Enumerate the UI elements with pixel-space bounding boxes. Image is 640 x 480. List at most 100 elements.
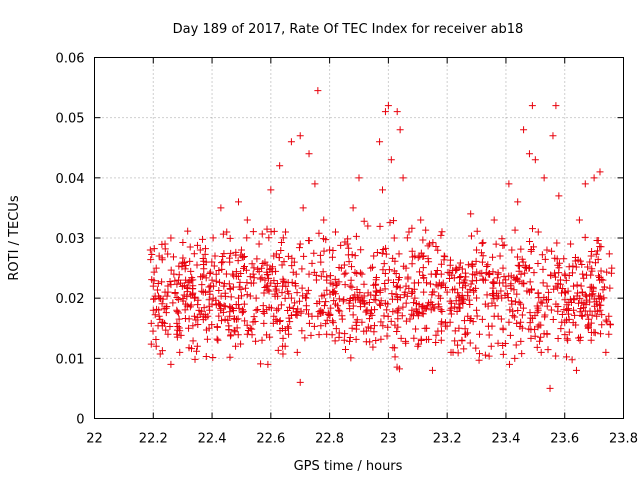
y-tick-label: 0.05 <box>56 112 85 127</box>
data-point <box>267 265 275 273</box>
data-point <box>478 258 486 266</box>
data-point <box>260 289 268 297</box>
data-point <box>534 259 542 267</box>
data-point <box>572 366 580 374</box>
data-point <box>311 180 319 188</box>
data-point <box>483 263 491 271</box>
data-point <box>477 249 485 257</box>
data-point <box>198 281 206 289</box>
data-point <box>278 261 286 269</box>
data-point <box>520 126 528 134</box>
data-point <box>589 285 597 293</box>
data-point <box>317 258 325 266</box>
data-point <box>327 304 335 312</box>
data-point <box>478 315 486 323</box>
data-point <box>381 269 389 277</box>
data-point <box>490 216 498 224</box>
data-point <box>410 334 418 342</box>
data-point <box>151 292 159 300</box>
data-point <box>369 263 377 271</box>
data-point <box>526 319 534 327</box>
data-point <box>231 328 239 336</box>
data-point <box>167 360 175 368</box>
data-point <box>248 260 256 268</box>
data-point <box>408 224 416 232</box>
data-point <box>404 275 412 283</box>
data-point <box>606 321 614 329</box>
data-point <box>190 250 198 258</box>
data-point <box>181 259 189 267</box>
data-point <box>473 294 481 302</box>
data-point <box>329 288 337 296</box>
data-point <box>409 253 417 261</box>
data-point <box>460 345 468 353</box>
data-point <box>276 318 284 326</box>
data-point <box>193 261 201 269</box>
data-point <box>594 272 602 280</box>
data-point <box>529 225 537 233</box>
data-point <box>552 102 560 110</box>
data-point <box>352 232 360 240</box>
data-point <box>320 216 328 224</box>
data-point <box>571 311 579 319</box>
data-point <box>488 299 496 307</box>
data-point <box>166 322 174 330</box>
data-point <box>490 278 498 286</box>
data-point <box>365 299 373 307</box>
data-point <box>167 234 175 242</box>
data-point <box>538 251 546 259</box>
data-point <box>298 327 306 335</box>
data-point <box>150 277 158 285</box>
data-point <box>396 284 404 292</box>
data-point <box>402 299 410 307</box>
data-point <box>170 270 178 278</box>
data-point <box>597 330 605 338</box>
data-point <box>301 334 309 342</box>
data-point <box>467 210 475 218</box>
data-point <box>315 331 323 339</box>
data-point <box>498 294 506 302</box>
data-point <box>513 290 521 298</box>
data-point <box>514 261 522 269</box>
data-point <box>200 271 208 279</box>
data-point <box>372 274 380 282</box>
data-point <box>307 331 315 339</box>
y-tick-label: 0.03 <box>56 232 85 247</box>
data-point <box>498 235 506 243</box>
data-point <box>559 284 567 292</box>
data-point <box>405 284 413 292</box>
data-point <box>184 278 192 286</box>
data-point <box>243 234 251 242</box>
data-point <box>437 320 445 328</box>
data-point <box>368 311 376 319</box>
data-point <box>320 302 328 310</box>
data-point <box>447 348 455 356</box>
data-point <box>517 245 525 253</box>
data-point <box>308 259 316 267</box>
data-point <box>398 312 406 320</box>
data-point <box>234 331 242 339</box>
data-point <box>298 265 306 273</box>
data-point <box>351 268 359 276</box>
data-point <box>302 302 310 310</box>
data-point <box>161 319 169 327</box>
data-point <box>175 276 183 284</box>
data-point <box>554 334 562 342</box>
data-point <box>592 250 600 258</box>
data-point <box>240 264 248 272</box>
data-point <box>299 204 307 212</box>
data-point <box>603 268 611 276</box>
data-point <box>422 279 430 287</box>
data-point <box>305 270 313 278</box>
data-point <box>505 180 513 188</box>
data-point <box>194 296 202 304</box>
data-point <box>438 281 446 289</box>
data-point <box>249 228 257 236</box>
data-point <box>318 292 326 300</box>
data-point <box>296 378 304 386</box>
data-point <box>443 288 451 296</box>
data-point <box>305 319 313 327</box>
data-point <box>441 322 449 330</box>
data-point <box>440 256 448 264</box>
data-point <box>208 276 216 284</box>
